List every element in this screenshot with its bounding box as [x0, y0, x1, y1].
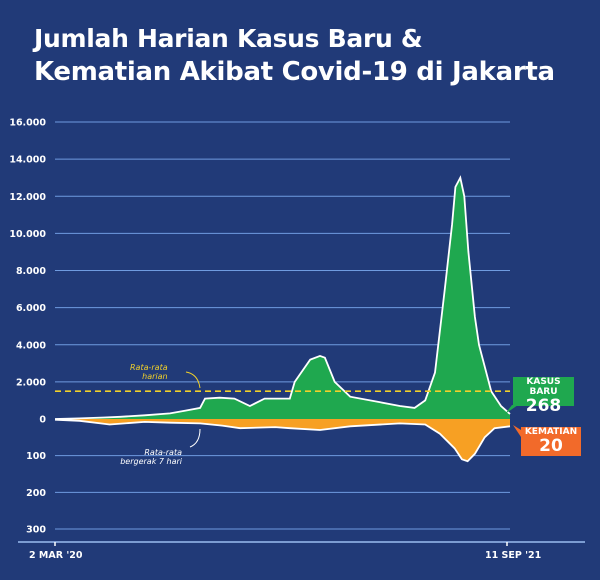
y-tick-label: 300: [26, 525, 46, 536]
y-tick-label: 4.000: [16, 340, 46, 351]
y-tick-label: 14.000: [9, 155, 46, 166]
x-tick-label-end: 11 SEP '21: [485, 550, 541, 561]
cases-moving-average-line: [54, 175, 511, 420]
cases-callout-value: 268: [525, 396, 562, 416]
annotation-line: Rata-rata: [144, 448, 182, 457]
annotation-arrow: [189, 428, 201, 448]
annotation-line: harian: [142, 372, 168, 381]
y-tick-label: 8.000: [16, 266, 46, 277]
daily-average-annotation: Rata-rata harian: [130, 363, 168, 381]
y-tick-label: 12.000: [9, 192, 46, 203]
y-tick-label: 200: [26, 488, 46, 499]
deaths-callout-label: KEMATIAN: [524, 427, 578, 437]
y-tick-label: 100: [26, 451, 46, 462]
deaths-callout: KEMATIAN 20: [521, 427, 581, 456]
y-tick-label: 2.000: [16, 377, 46, 388]
cases-callout: KASUS BARU 268: [513, 377, 574, 415]
y-tick-label: 6.000: [16, 303, 46, 314]
annotation-arrow: [185, 371, 201, 389]
x-tick-label-start: 2 MAR '20: [29, 550, 83, 561]
title-line-2: Kematian Akibat Covid-19 di Jakarta: [34, 57, 555, 87]
y-tick-label: 0: [39, 415, 46, 426]
cases-area: [55, 177, 510, 419]
callout-pointer: [505, 405, 518, 414]
deaths-callout-value: 20: [539, 436, 563, 456]
deaths-moving-average-line: [54, 418, 511, 463]
title-line-1: Jumlah Harian Kasus Baru &: [34, 24, 423, 53]
annotation-line: bergerak 7 hari: [120, 457, 182, 466]
callout-pointer: [513, 425, 521, 437]
y-tick-label: 16.000: [9, 118, 46, 129]
annotation-line: Rata-rata: [130, 363, 168, 372]
cases-callout-label: KASUS BARU: [526, 377, 561, 397]
moving-average-annotation: Rata-rata bergerak 7 hari: [110, 448, 182, 466]
y-tick-label: 10.000: [9, 229, 46, 240]
